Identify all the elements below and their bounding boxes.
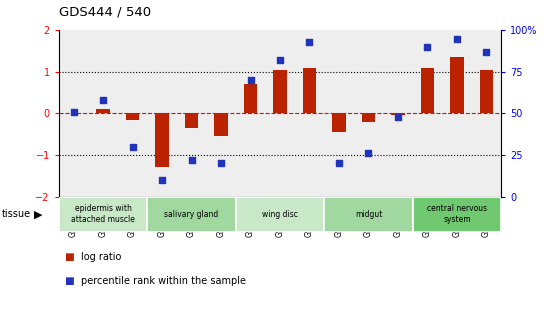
- Text: epidermis with
attached muscle: epidermis with attached muscle: [71, 204, 135, 224]
- Point: [482, 49, 491, 54]
- Bar: [332, 114, 346, 132]
- Bar: [96, 109, 110, 114]
- Bar: [244, 84, 257, 114]
- Point: [157, 177, 166, 183]
- Bar: [273, 70, 287, 114]
- Text: log ratio: log ratio: [81, 252, 122, 262]
- Text: midgut: midgut: [355, 210, 382, 219]
- Bar: [67, 113, 80, 114]
- Bar: [236, 197, 324, 232]
- Point: [217, 161, 226, 166]
- Text: tissue: tissue: [2, 209, 31, 219]
- Bar: [126, 114, 139, 120]
- Bar: [303, 68, 316, 114]
- Point: [246, 78, 255, 83]
- Text: ▶: ▶: [34, 209, 42, 219]
- Point: [99, 97, 108, 103]
- Bar: [147, 197, 236, 232]
- Bar: [413, 197, 501, 232]
- Point: [423, 44, 432, 50]
- Text: percentile rank within the sample: percentile rank within the sample: [81, 276, 246, 286]
- Bar: [480, 70, 493, 114]
- Text: salivary gland: salivary gland: [165, 210, 218, 219]
- Bar: [362, 114, 375, 122]
- Point: [128, 144, 137, 149]
- Point: [69, 109, 78, 115]
- Text: central nervous
system: central nervous system: [427, 204, 487, 224]
- Bar: [324, 197, 413, 232]
- Bar: [421, 68, 434, 114]
- Text: ■: ■: [64, 252, 74, 262]
- Bar: [59, 197, 147, 232]
- Point: [187, 157, 196, 163]
- Bar: [214, 114, 228, 136]
- Bar: [185, 114, 198, 128]
- Text: wing disc: wing disc: [262, 210, 298, 219]
- Point: [364, 151, 373, 156]
- Bar: [391, 114, 405, 116]
- Point: [305, 39, 314, 45]
- Bar: [155, 114, 169, 167]
- Bar: [450, 57, 464, 114]
- Text: GDS444 / 540: GDS444 / 540: [59, 5, 151, 18]
- Point: [394, 114, 403, 119]
- Point: [276, 57, 284, 63]
- Point: [452, 36, 461, 41]
- Text: ■: ■: [64, 276, 74, 286]
- Point: [334, 161, 343, 166]
